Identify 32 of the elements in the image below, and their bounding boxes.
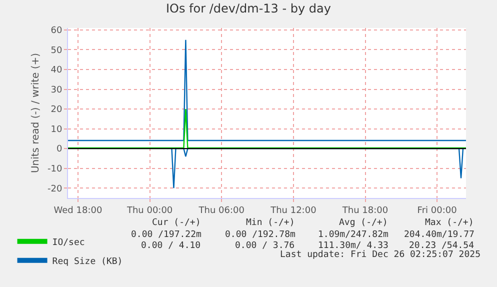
y-tick-label: -20 bbox=[47, 184, 62, 194]
text: 111.30m/ 4.33 bbox=[318, 241, 388, 251]
text: 1.09m/247.82m bbox=[318, 230, 388, 240]
x-tick-label: Thu 00:00 bbox=[126, 206, 173, 216]
y-tick-label: -10 bbox=[47, 164, 62, 174]
text: Max (-/+) bbox=[425, 218, 474, 228]
text: 0.00 / 4.10 bbox=[141, 241, 201, 251]
x-tick-label: Fri 00:00 bbox=[417, 206, 458, 216]
text: Avg (-/+) bbox=[339, 218, 388, 228]
text: 0.00 / 3.76 bbox=[235, 241, 295, 251]
text: Min (-/+) bbox=[246, 218, 295, 228]
y-tick-label: 20 bbox=[50, 105, 62, 116]
y-tick-label: 60 bbox=[50, 26, 62, 36]
y-tick-label: 50 bbox=[50, 46, 62, 56]
text: Last update: Fri Dec 26 02:25:07 2025 bbox=[280, 250, 480, 260]
chart-title: IOs for /dev/dm-13 - by day bbox=[166, 2, 332, 16]
y-tick-label: 40 bbox=[50, 66, 62, 76]
legend-label: IO/sec bbox=[52, 238, 85, 248]
y-tick-label: 10 bbox=[50, 124, 62, 135]
text: 0.00 /192.78m bbox=[225, 230, 296, 240]
text: 20.23 /54.54 bbox=[409, 241, 474, 251]
y-tick-label: 0 bbox=[56, 144, 62, 155]
text: 204.40m/19.77 bbox=[404, 230, 474, 240]
text: 0.00 /197.22m bbox=[131, 230, 202, 240]
text: Cur (-/+) bbox=[152, 218, 201, 228]
x-tick-label: Thu 12:00 bbox=[270, 206, 317, 216]
y-axis-title: Units read (-) / write (+) bbox=[30, 52, 42, 174]
y-tick-label: 30 bbox=[50, 85, 62, 96]
x-tick-label: Thu 18:00 bbox=[341, 206, 388, 216]
legend-label: Req Size (KB) bbox=[52, 256, 123, 267]
x-tick-label: Wed 18:00 bbox=[54, 206, 102, 216]
x-tick-label: Thu 06:00 bbox=[198, 206, 245, 216]
